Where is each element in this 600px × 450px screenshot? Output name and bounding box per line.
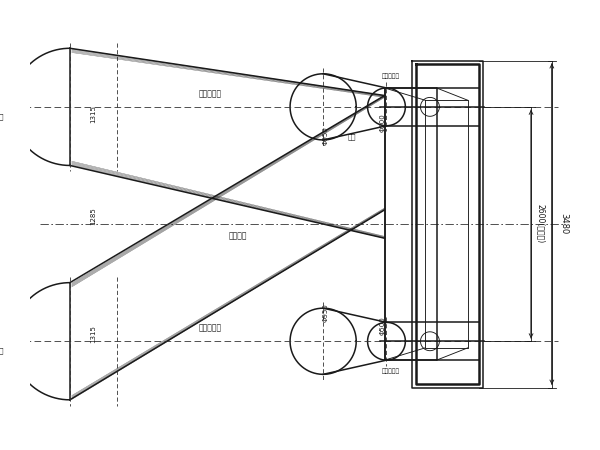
Text: 2600(主缆距): 2600(主缆距) xyxy=(536,204,545,244)
Text: 锇定: 锇定 xyxy=(0,347,4,354)
Text: 桥中心线: 桥中心线 xyxy=(229,232,247,241)
Text: 1315: 1315 xyxy=(91,325,97,342)
Text: Φ500: Φ500 xyxy=(380,316,386,334)
Text: 索档支点处: 索档支点处 xyxy=(382,369,400,374)
Text: 纠点: 纠点 xyxy=(347,134,356,140)
Text: 大桥合力线: 大桥合力线 xyxy=(199,324,222,333)
Text: 大桥合力线: 大桥合力线 xyxy=(199,89,222,98)
Text: 3480: 3480 xyxy=(559,213,568,235)
Text: 索档支点处: 索档支点处 xyxy=(382,74,400,79)
Text: Φ950: Φ950 xyxy=(323,126,329,144)
Text: 1315: 1315 xyxy=(91,105,97,123)
Text: Φ950: Φ950 xyxy=(323,303,329,322)
Text: 锇定: 锇定 xyxy=(0,113,4,120)
Text: 1285: 1285 xyxy=(91,207,97,225)
Text: Φ500: Φ500 xyxy=(380,113,386,132)
